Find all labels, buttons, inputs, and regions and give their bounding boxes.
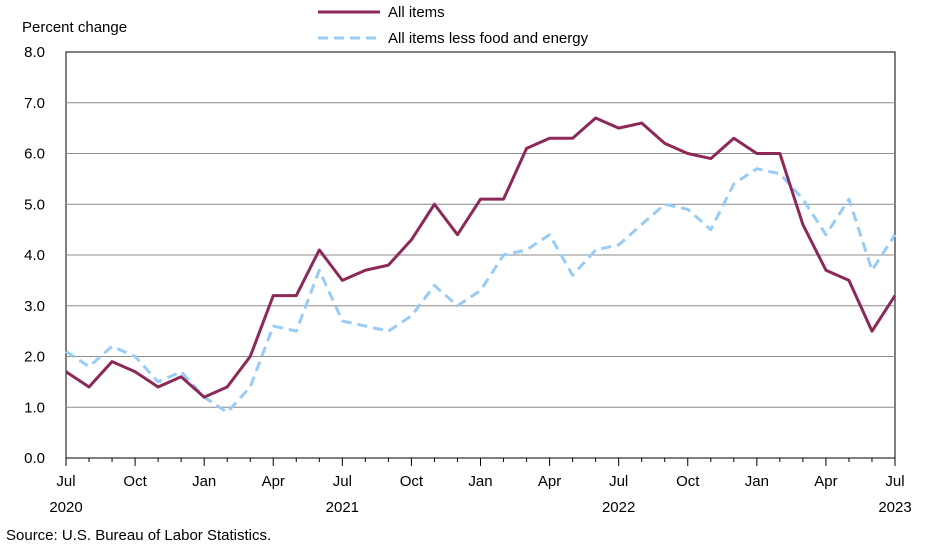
y-tick-label: 7.0 [24, 95, 45, 112]
legend-label: All items [388, 4, 445, 21]
x-tick-label: Jul [56, 473, 75, 490]
y-tick-label: 5.0 [24, 196, 45, 213]
y-tick-label: 3.0 [24, 298, 45, 315]
x-tick-label: Jan [192, 473, 216, 490]
y-tick-label: 2.0 [24, 349, 45, 366]
x-tick-year-label: 2022 [602, 499, 635, 516]
x-axis-ticks: Jul 2020 Oct Jan Apr Jul 2021 Oct Jan Apr Jul 2022 O… [49, 458, 912, 516]
x-tick-label: Jan [468, 473, 492, 490]
x-tick-label: Oct [400, 473, 424, 490]
x-tick-label: Jul [333, 473, 352, 490]
x-tick-label: Oct [123, 473, 147, 490]
gridlines [66, 102, 895, 408]
legend-label: All items less food and energy [388, 30, 589, 47]
y-tick-label: 4.0 [24, 247, 45, 264]
y-tick-label: 8.0 [24, 44, 45, 61]
legend: All items All items less food and energy [318, 4, 589, 47]
x-tick-year-label: 2021 [326, 499, 359, 516]
y-axis-label: Percent change [22, 19, 127, 36]
x-tick-year-label: 2020 [49, 499, 82, 516]
series-line [65, 116, 897, 399]
x-tick-label: Jul [885, 473, 904, 490]
x-tick-label: Apr [538, 473, 561, 490]
y-axis-ticks: 0.0 1.0 2.0 3.0 4.0 5.0 6.0 7.0 8.0 [24, 44, 45, 467]
series-lines [65, 116, 897, 414]
source-note: Source: U.S. Bureau of Labor Statistics. [6, 527, 271, 544]
x-tick-label: Oct [676, 473, 700, 490]
x-tick-label: Apr [262, 473, 285, 490]
x-tick-year-label: 2023 [878, 499, 911, 516]
x-tick-label: Jul [609, 473, 628, 490]
x-tick-label: Jan [745, 473, 769, 490]
y-tick-label: 0.0 [24, 450, 45, 467]
y-tick-label: 1.0 [24, 399, 45, 416]
x-tick-label: Apr [814, 473, 837, 490]
y-tick-label: 6.0 [24, 146, 45, 163]
